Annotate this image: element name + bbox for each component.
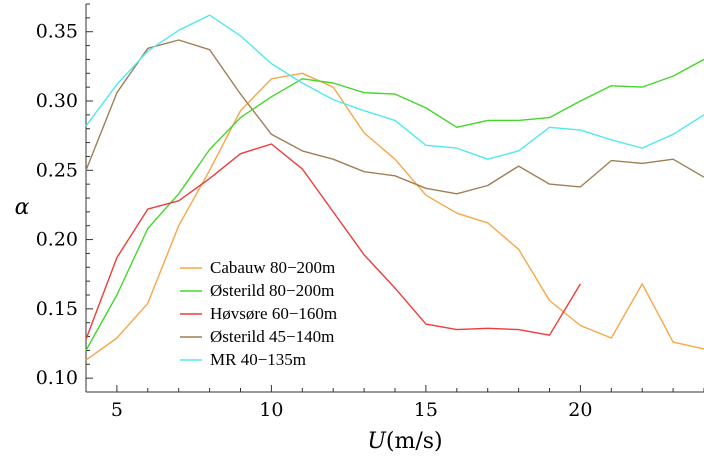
tick-labels: 5 10 15 20 0.10 0.15 0.20 0.25 0.30 0.35 xyxy=(36,21,593,421)
y-tick-label: 0.35 xyxy=(36,21,78,43)
legend-entry: Høvsøre 60−160m xyxy=(210,304,337,323)
x-tick-label: 20 xyxy=(568,399,592,421)
legend-entry: Østerild 45−140m xyxy=(210,327,334,346)
x-axis-label-var: U xyxy=(367,429,387,454)
y-tick-label: 0.20 xyxy=(36,229,78,251)
legend-entry: MR 40−135m xyxy=(210,350,306,369)
series-line xyxy=(85,143,581,340)
x-tick-label: 5 xyxy=(111,399,123,421)
legend-entry: Østerild 80−200m xyxy=(210,281,334,300)
axes xyxy=(85,3,704,393)
legend: Cabauw 80−200m Østerild 80−200m Høvsøre 60… xyxy=(180,258,337,369)
x-tick-label: 10 xyxy=(259,399,283,421)
series-line xyxy=(85,14,704,160)
y-axis-label: α xyxy=(15,195,30,220)
series-line xyxy=(85,39,704,195)
y-tick-label: 0.15 xyxy=(36,298,78,320)
x-axis-label: U(m/s) xyxy=(367,429,442,454)
x-tick-label: 15 xyxy=(414,399,438,421)
series-line xyxy=(85,72,704,361)
legend-entry: Cabauw 80−200m xyxy=(210,258,335,277)
series-line xyxy=(85,58,704,351)
series-lines xyxy=(85,14,704,361)
y-tick-label: 0.10 xyxy=(36,367,78,389)
x-axis-label-unit: (m/s) xyxy=(386,429,443,454)
y-tick-label: 0.25 xyxy=(36,159,78,181)
y-tick-label: 0.30 xyxy=(36,90,78,112)
